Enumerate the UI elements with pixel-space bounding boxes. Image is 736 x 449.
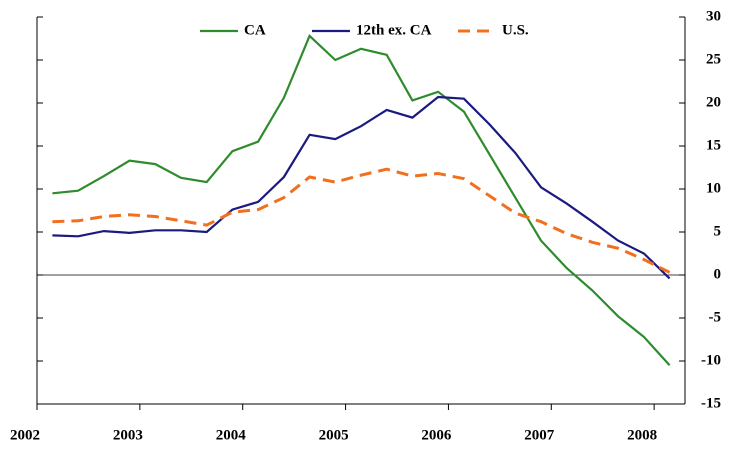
legend-label: CA [244,22,266,38]
y-tick-label: 10 [706,180,721,196]
y-tick-label: -10 [701,352,721,368]
x-tick-label: 2003 [113,427,143,443]
series-line [52,95,671,280]
series-line [52,34,671,367]
x-tick-label: 2008 [627,427,657,443]
y-tick-label: 30 [706,8,721,24]
y-tick-label: 25 [706,51,721,67]
x-tick-label: 2006 [421,427,452,443]
y-tick-label: 0 [714,266,722,282]
legend-label: 12th ex. CA [356,22,432,38]
y-tick-label: 15 [706,137,721,153]
y-tick-label: 20 [706,94,721,110]
y-tick-label: 5 [714,223,722,239]
x-tick-label: 2005 [319,427,349,443]
y-tick-label: -5 [709,309,722,325]
legend-label: U.S. [502,22,529,38]
x-tick-label: 2002 [10,427,40,443]
series-line [52,167,671,274]
x-tick-label: 2004 [216,427,247,443]
x-tick-label: 2007 [524,427,555,443]
y-tick-label: -15 [701,395,721,411]
